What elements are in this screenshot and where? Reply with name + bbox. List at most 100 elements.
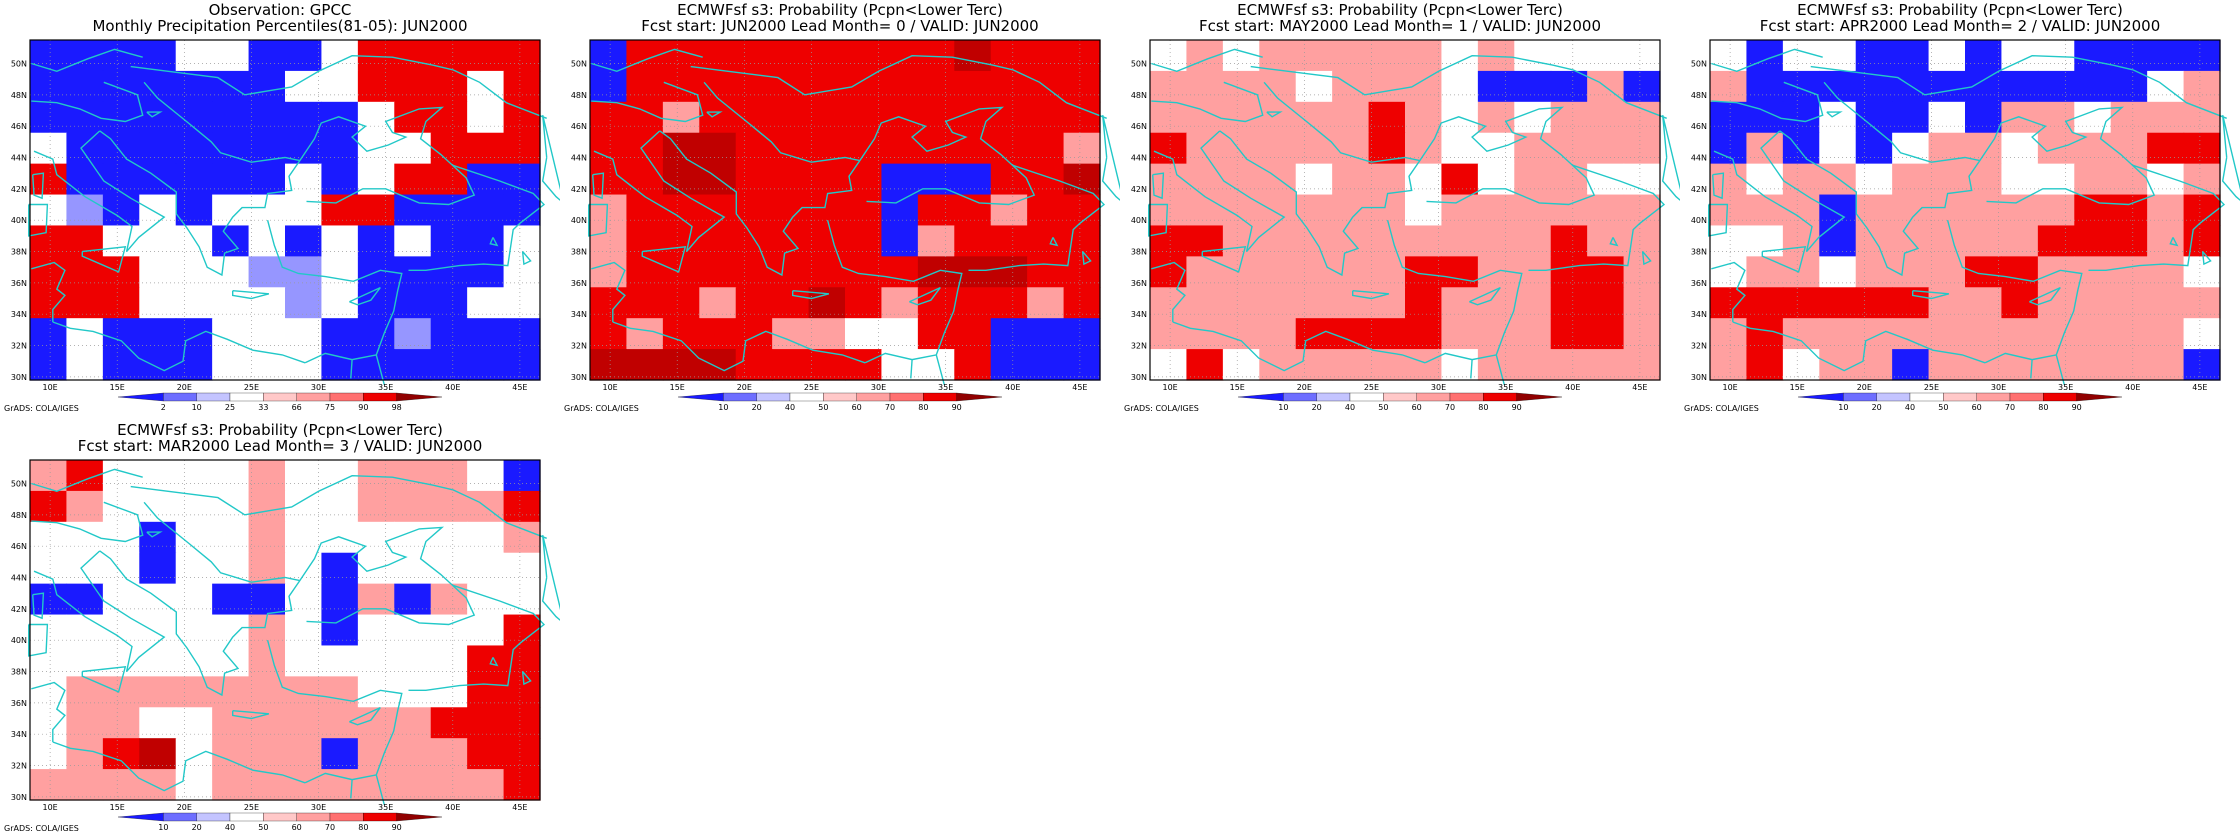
lat-tick-label: 42N [571, 185, 587, 194]
precip-cell [954, 101, 992, 134]
precip-cell [285, 101, 323, 134]
precip-cell [845, 349, 883, 381]
precip-cell [212, 163, 250, 196]
precip-cell [1186, 256, 1224, 288]
precip-cell [1441, 225, 1479, 257]
precip-cell [467, 287, 505, 319]
precip-cell [2074, 163, 2112, 196]
precip-cell [1892, 318, 1930, 350]
colorbar-label: 90 [392, 823, 402, 832]
lat-tick-label: 36N [11, 699, 27, 708]
precip-cell [1222, 163, 1260, 196]
colorbar: 10 20 40 50 60 70 80 90 [1237, 392, 1563, 412]
precip-cell [1855, 287, 1893, 319]
precip-cell [1587, 194, 1625, 227]
precip-cell [1965, 318, 2003, 350]
lon-tick-label: 45E [512, 803, 527, 812]
precip-cell [394, 676, 432, 708]
precip-cell [990, 318, 1028, 350]
lat-tick-label: 42N [1691, 185, 1707, 194]
precip-cell [1623, 132, 1661, 165]
lat-tick-label: 38N [1131, 248, 1147, 257]
precip-cell [1295, 132, 1333, 165]
precip-cell [66, 349, 104, 381]
precip-cell [139, 194, 177, 227]
precip-cell [626, 256, 664, 288]
precip-cell [699, 70, 737, 103]
precip-cell [394, 318, 432, 350]
precip-cell [1710, 40, 1748, 72]
precip-cell [357, 490, 395, 523]
precip-cell [1150, 40, 1188, 72]
precip-cell [467, 318, 505, 350]
lat-tick-label: 36N [1691, 279, 1707, 288]
precip-cell [212, 645, 250, 677]
precip-cell [430, 132, 468, 165]
precip-cell [30, 40, 68, 72]
precip-cell [430, 70, 468, 103]
precip-cell [175, 225, 213, 257]
precip-cell [1150, 225, 1188, 257]
precip-cell [30, 583, 68, 616]
lat-tick-label: 48N [11, 511, 27, 520]
precip-cell [1295, 287, 1333, 319]
precip-cell [1332, 225, 1370, 257]
precip-cell [845, 101, 883, 134]
precip-cell [1623, 101, 1661, 134]
panel-title-line1: ECMWFsf s3: Probability (Pcpn<Lower Terc… [677, 1, 1003, 19]
colorbar-label: 98 [392, 403, 402, 412]
precip-cell [1063, 40, 1101, 72]
precip-cell [1063, 287, 1101, 319]
precip-cell [430, 225, 468, 257]
colorbar-label: 75 [325, 403, 335, 412]
precip-cell [881, 70, 919, 103]
lon-tick-label: 30E [311, 803, 326, 812]
precip-cell [503, 521, 541, 554]
precip-cell [1782, 163, 1820, 196]
colorbar-label: 80 [358, 823, 368, 832]
precip-cell [321, 738, 359, 770]
lat-tick-label: 34N [11, 310, 27, 319]
lat-tick-label: 42N [11, 605, 27, 614]
precip-cell [285, 645, 323, 677]
precip-cell [662, 40, 700, 72]
precip-cell [1782, 349, 1820, 381]
precip-cell [357, 645, 395, 677]
precip-cell [699, 194, 737, 227]
precip-cell [66, 194, 104, 227]
precip-cell [175, 738, 213, 770]
precip-cell [626, 349, 664, 381]
precip-cell [2110, 318, 2148, 350]
precip-cell [590, 70, 628, 103]
precip-cell [1587, 40, 1625, 72]
precip-cell [2147, 163, 2185, 196]
lat-tick-label: 34N [1131, 310, 1147, 319]
lon-tick-label: 10E [1723, 383, 1738, 392]
precip-cell [248, 101, 286, 134]
precip-cell [1368, 163, 1406, 196]
lat-tick-label: 38N [11, 248, 27, 257]
lat-tick-label: 40N [1131, 216, 1147, 225]
lon-tick-label: 40E [445, 383, 460, 392]
lat-tick-label: 46N [1691, 122, 1707, 131]
precip-cell [2147, 256, 2185, 288]
colorbar-swatch [723, 392, 757, 402]
precip-cell [1063, 132, 1101, 165]
precip-cell [699, 40, 737, 72]
precip-cell [394, 707, 432, 739]
precip-cell [1222, 225, 1260, 257]
precip-cell [2147, 194, 2185, 227]
precip-cell [248, 318, 286, 350]
lat-tick-label: 44N [11, 574, 27, 583]
colorbar-label: 20 [1872, 403, 1882, 412]
precip-cell [503, 552, 541, 585]
lon-tick-label: 15E [1790, 383, 1805, 392]
precip-cell [1405, 256, 1443, 288]
precip-cell [175, 287, 213, 319]
precip-cell [1819, 287, 1857, 319]
precip-cell [1928, 101, 1966, 134]
precip-cell [212, 40, 250, 72]
lat-tick-label: 42N [1131, 185, 1147, 194]
precip-cell [772, 349, 810, 381]
precip-cell [772, 40, 810, 72]
